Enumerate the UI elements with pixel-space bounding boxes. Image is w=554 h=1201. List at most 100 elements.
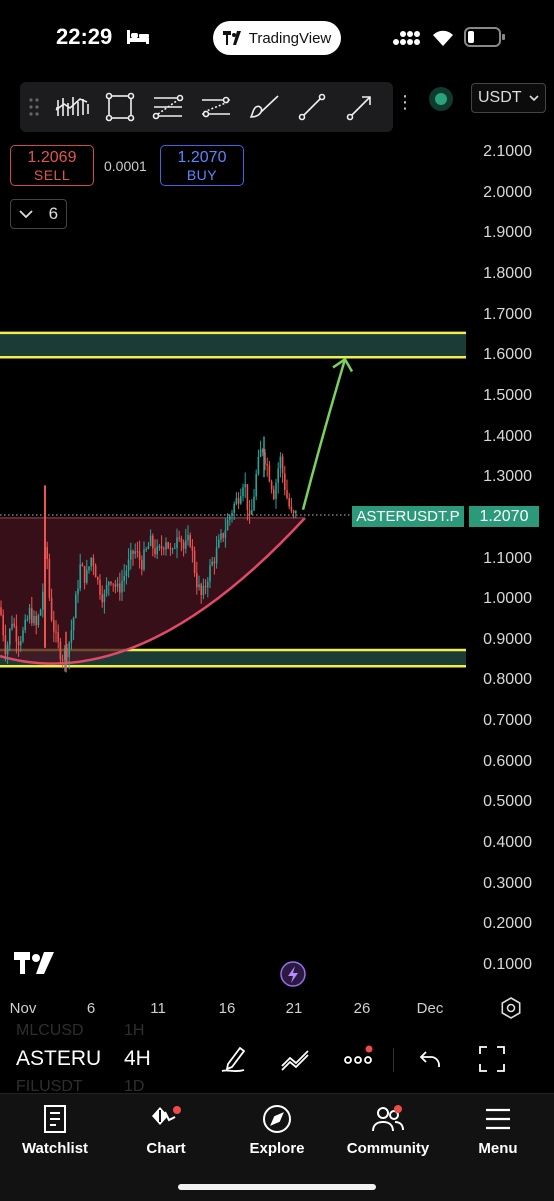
parallel-channel-icon[interactable]: [192, 82, 240, 132]
time-tick-label: Dec: [416, 1000, 444, 1017]
price-tick-label: 1.0000: [483, 590, 532, 608]
candle: [86, 570, 88, 583]
candle: [215, 547, 218, 564]
nav-watchlist[interactable]: Watchlist: [5, 1104, 105, 1158]
candle: [222, 533, 224, 538]
chevron-down-icon: [19, 210, 33, 219]
candle: [246, 484, 249, 511]
candle: [9, 628, 11, 645]
candle: [244, 484, 246, 488]
undo-icon[interactable]: [418, 1048, 442, 1070]
candle: [0, 607, 2, 615]
candle: [39, 609, 42, 616]
candle: [273, 489, 275, 499]
more-options-icon[interactable]: [343, 1044, 375, 1074]
watchlist-symbol-ghost: MLCUSD: [16, 1022, 84, 1039]
candle: [145, 549, 147, 551]
candle: [77, 588, 79, 595]
fib-retracement-icon[interactable]: [144, 82, 192, 132]
sell-button[interactable]: 1.2069 SELL: [10, 145, 94, 186]
timeframe-selector[interactable]: 4H: [124, 1047, 151, 1070]
candle: [224, 530, 227, 538]
grip-icon[interactable]: [20, 82, 48, 132]
candle: [24, 619, 26, 631]
bottom-navigation: Watchlist Chart Explore Community Menu: [0, 1093, 554, 1201]
candle: [279, 456, 282, 469]
candle: [154, 548, 156, 555]
drawing-pen-icon[interactable]: [220, 1044, 248, 1074]
candle: [286, 490, 288, 499]
candle: [53, 620, 55, 632]
time-tick-label: Nov: [9, 1000, 37, 1017]
candle: [46, 547, 48, 559]
symbol-selector[interactable]: ASTERU: [16, 1047, 102, 1070]
currency-select[interactable]: USDT: [471, 83, 546, 113]
arrow-tool-icon[interactable]: [336, 82, 384, 132]
candle: [160, 546, 163, 549]
cup-pattern-curve: [0, 517, 306, 665]
projection-arrow: [301, 358, 347, 511]
candle: [200, 584, 202, 596]
more-tools-button[interactable]: ⋮: [396, 92, 414, 112]
price-tick-label: 2.0000: [483, 183, 532, 201]
candle: [266, 464, 268, 466]
candle: [158, 546, 161, 548]
candle: [130, 550, 132, 560]
price-tick-label: 1.4000: [483, 427, 532, 445]
nav-community-label: Community: [346, 1140, 430, 1157]
candle: [290, 506, 293, 511]
currency-value: USDT: [478, 89, 522, 106]
wifi-icon: [433, 30, 453, 46]
candle: [35, 615, 37, 626]
candle: [99, 579, 101, 595]
candles-tool-icon[interactable]: [48, 82, 96, 132]
tradingview-watermark-icon: [14, 952, 54, 974]
nav-chart-label: Chart: [146, 1140, 186, 1157]
candle: [116, 583, 119, 587]
sell-price: 1.2069: [27, 149, 77, 166]
candle: [22, 630, 24, 642]
candle: [37, 615, 40, 626]
candle: [48, 558, 51, 598]
trend-line-icon[interactable]: [288, 82, 336, 132]
indicators-toggle[interactable]: 6: [10, 199, 67, 229]
candle: [202, 585, 205, 596]
price-chart[interactable]: [0, 130, 554, 990]
cellular-signal-icon: [393, 31, 420, 45]
fullscreen-icon[interactable]: [478, 1045, 506, 1073]
resistance-zone: [0, 332, 466, 358]
candle: [138, 551, 141, 560]
flash-icon[interactable]: [279, 960, 307, 988]
rectangle-tool-icon[interactable]: [96, 82, 144, 132]
candle: [61, 659, 64, 661]
tradingview-logo-icon: [222, 31, 241, 45]
candle: [13, 623, 15, 626]
sleep-focus-icon: [127, 30, 149, 44]
candle: [17, 641, 20, 646]
buy-button[interactable]: 1.2070 BUY: [160, 145, 244, 186]
candle: [28, 608, 31, 620]
candle: [121, 580, 123, 593]
indicators-icon[interactable]: [280, 1046, 310, 1072]
brush-tool-icon[interactable]: [240, 82, 288, 132]
price-tick-label: 0.9000: [483, 630, 532, 648]
candle: [97, 577, 99, 580]
community-icon: [372, 1105, 404, 1132]
candle: [156, 546, 158, 555]
time-tick-label: 16: [218, 1000, 236, 1017]
battery-icon: [464, 27, 505, 47]
nav-menu[interactable]: Menu: [448, 1104, 548, 1158]
candle: [79, 564, 81, 589]
settings-icon[interactable]: [500, 997, 522, 1019]
candle: [284, 473, 286, 491]
market-status-indicator: [429, 87, 453, 111]
nav-community[interactable]: Community: [338, 1104, 438, 1158]
candle: [171, 548, 174, 550]
nav-chart[interactable]: Chart: [116, 1104, 216, 1158]
candle: [240, 496, 242, 504]
app-indicator-pill[interactable]: TradingView: [213, 21, 341, 55]
buy-label: BUY: [186, 167, 218, 183]
price-tick-label: 0.1000: [483, 956, 532, 973]
nav-explore[interactable]: Explore: [227, 1104, 327, 1158]
watchlist-icon: [44, 1105, 66, 1133]
